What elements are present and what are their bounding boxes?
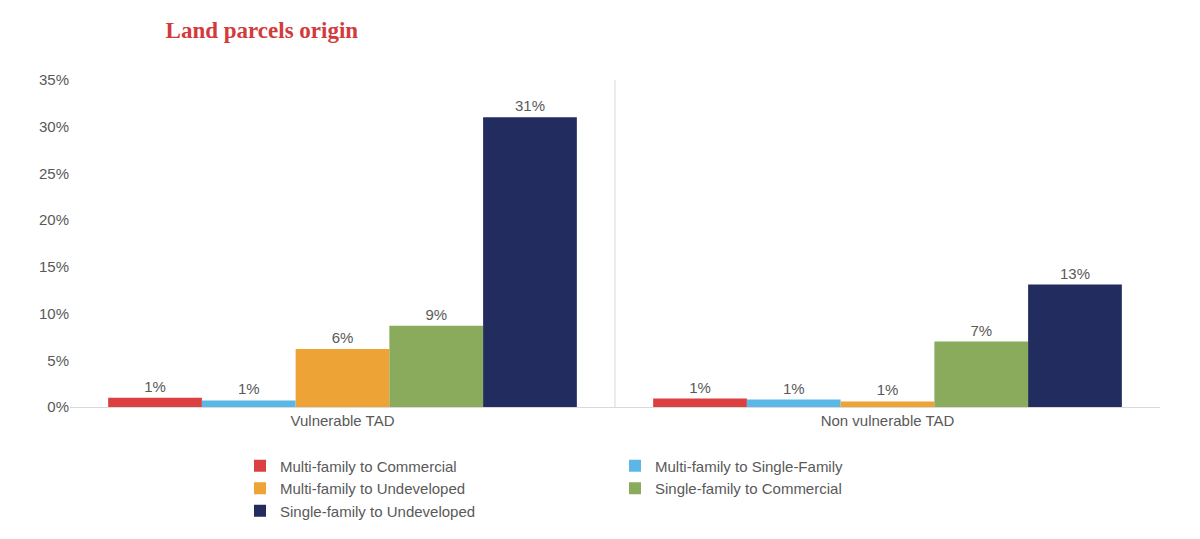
svg-text:Single-family to Commercial: Single-family to Commercial [655, 480, 842, 497]
svg-text:Multi-family to Undeveloped: Multi-family to Undeveloped [280, 480, 465, 497]
svg-text:1%: 1% [238, 380, 260, 397]
svg-text:Land parcels origin: Land parcels origin [166, 18, 359, 43]
svg-text:Single-family to Undeveloped: Single-family to Undeveloped [280, 503, 475, 520]
svg-text:31%: 31% [515, 97, 545, 114]
svg-text:20%: 20% [39, 211, 69, 228]
svg-text:5%: 5% [47, 352, 69, 369]
svg-text:Multi-family to Commercial: Multi-family to Commercial [280, 458, 457, 475]
svg-text:1%: 1% [144, 378, 166, 395]
svg-text:7%: 7% [970, 322, 992, 339]
svg-text:10%: 10% [39, 305, 69, 322]
svg-text:25%: 25% [39, 165, 69, 182]
svg-text:1%: 1% [783, 380, 805, 397]
svg-text:Multi-family to Single-Family: Multi-family to Single-Family [655, 458, 843, 475]
svg-text:13%: 13% [1060, 265, 1090, 282]
svg-text:Vulnerable TAD: Vulnerable TAD [291, 412, 395, 429]
svg-text:30%: 30% [39, 118, 69, 135]
svg-text:1%: 1% [689, 379, 711, 396]
svg-text:Non vulnerable TAD: Non vulnerable TAD [821, 412, 955, 429]
svg-text:6%: 6% [332, 329, 354, 346]
svg-text:35%: 35% [39, 71, 69, 88]
svg-text:15%: 15% [39, 258, 69, 275]
svg-text:9%: 9% [425, 306, 447, 323]
svg-text:0%: 0% [47, 398, 69, 415]
svg-text:1%: 1% [877, 381, 899, 398]
